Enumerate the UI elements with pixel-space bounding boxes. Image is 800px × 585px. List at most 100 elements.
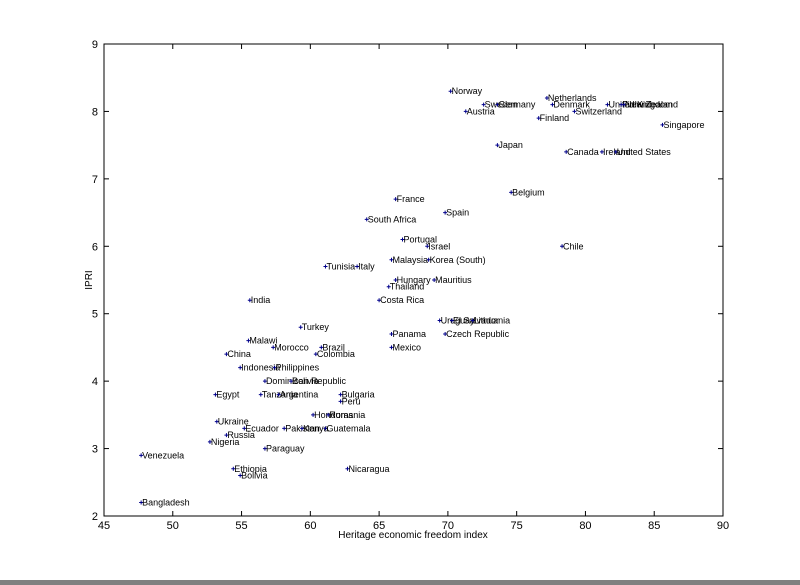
data-point-marker [425, 244, 430, 249]
data-point-label: Singapore [663, 120, 704, 130]
data-point-marker [426, 257, 431, 262]
data-point-label: Nigeria [211, 437, 240, 447]
data-point-label: Mauritius [435, 275, 472, 285]
data-point-marker [272, 365, 277, 370]
data-point-marker [481, 102, 486, 107]
data-point-marker [262, 446, 267, 451]
data-point-label: Guatemala [326, 423, 370, 433]
y-tick-label: 5 [92, 309, 98, 321]
data-point-marker [224, 352, 229, 357]
x-tick-label: 80 [579, 520, 591, 532]
data-point-marker [377, 298, 382, 303]
data-point-label: Paraguay [266, 444, 305, 454]
data-point-label: Argentina [280, 390, 319, 400]
x-tick-label: 45 [98, 520, 110, 532]
data-point-label: Morocco [274, 342, 309, 352]
y-tick-label: 8 [92, 106, 98, 118]
data-point-label: Lithuania [474, 315, 511, 325]
data-point-marker [345, 466, 350, 471]
data-point-label: Switzerland [575, 106, 622, 116]
data-point-marker [207, 439, 212, 444]
data-point-label: Panama [392, 329, 426, 339]
data-point-marker [338, 399, 343, 404]
data-point-marker [443, 331, 448, 336]
data-point-label: Hungary [397, 275, 432, 285]
data-point-marker [509, 190, 514, 195]
data-point-marker [400, 237, 405, 242]
data-point-label: Ukraine [218, 417, 249, 427]
data-point-label: Costa Rica [380, 295, 424, 305]
data-point-marker [448, 89, 453, 94]
data-point-marker [437, 318, 442, 323]
y-tick-label: 7 [92, 174, 98, 186]
data-point-marker [621, 102, 626, 107]
data-point-marker [242, 426, 247, 431]
data-point-label: Philippines [276, 363, 320, 373]
data-point-label: Peru [342, 396, 361, 406]
data-point-marker [231, 466, 236, 471]
data-point-marker [572, 109, 577, 114]
data-point-marker [224, 433, 229, 438]
data-point-label: Spain [446, 208, 469, 218]
data-point-label: Malaysia [392, 255, 428, 265]
data-point-label: Sweden [485, 100, 518, 110]
data-point-marker [338, 392, 343, 397]
data-point-marker [246, 338, 251, 343]
data-point-label: Portugal [403, 235, 437, 245]
y-tick-label: 4 [92, 376, 98, 388]
data-point-label: Israel [428, 241, 450, 251]
data-point-marker [319, 345, 324, 350]
data-point-label: Thailand [390, 282, 425, 292]
data-point-label: China [227, 349, 251, 359]
data-point-label: Bolivia [241, 471, 268, 481]
data-point-label: United States [617, 147, 672, 157]
data-point-marker [313, 352, 318, 357]
data-point-marker [564, 149, 569, 154]
x-tick-label: 60 [304, 520, 316, 532]
data-point-label: Germany [498, 100, 536, 110]
data-point-label: Canada [567, 147, 599, 157]
data-point-marker [389, 331, 394, 336]
data-point-marker [311, 412, 316, 417]
data-point-label: Bolivia [292, 376, 319, 386]
data-point-marker [560, 244, 565, 249]
data-point-label: Norway [452, 86, 483, 96]
y-tick-label: 2 [92, 511, 98, 523]
data-point-marker [393, 278, 398, 282]
data-point-label: Kenya [303, 423, 329, 433]
data-point-marker [470, 318, 475, 323]
y-tick-label: 3 [92, 444, 98, 456]
data-point-label: South Africa [368, 214, 417, 224]
data-point-label: Romania [329, 410, 365, 420]
data-point-label: Italy [358, 262, 375, 272]
data-point-label: Chile [563, 241, 584, 251]
data-point-marker [271, 345, 276, 350]
x-tick-label: 90 [717, 520, 729, 532]
data-point-marker [463, 109, 468, 114]
data-point-label: France [397, 194, 425, 204]
data-point-label: El Salvador [453, 315, 499, 325]
data-point-label: New Zealand [625, 100, 678, 110]
data-point-marker [389, 345, 394, 350]
data-point-label: Ecuador [245, 423, 279, 433]
data-point-label: Venezuela [142, 450, 184, 460]
y-axis-label: IPRI [84, 270, 95, 289]
data-point-marker [139, 453, 144, 458]
data-point-marker [238, 365, 243, 370]
data-point-marker [282, 426, 287, 431]
data-point-marker [300, 426, 305, 431]
data-point-marker [393, 197, 398, 202]
data-point-marker [389, 257, 394, 262]
data-point-marker [450, 318, 455, 323]
data-point-marker [536, 116, 541, 121]
data-point-label: Austria [467, 106, 495, 116]
data-point-label: Czech Republic [446, 329, 510, 339]
data-point-marker [323, 426, 328, 431]
data-point-label: Denmark [553, 100, 590, 110]
data-point-marker [214, 419, 219, 424]
data-point-marker [443, 210, 448, 215]
data-point-label: Bangladesh [142, 498, 190, 508]
data-point-marker [660, 122, 665, 127]
